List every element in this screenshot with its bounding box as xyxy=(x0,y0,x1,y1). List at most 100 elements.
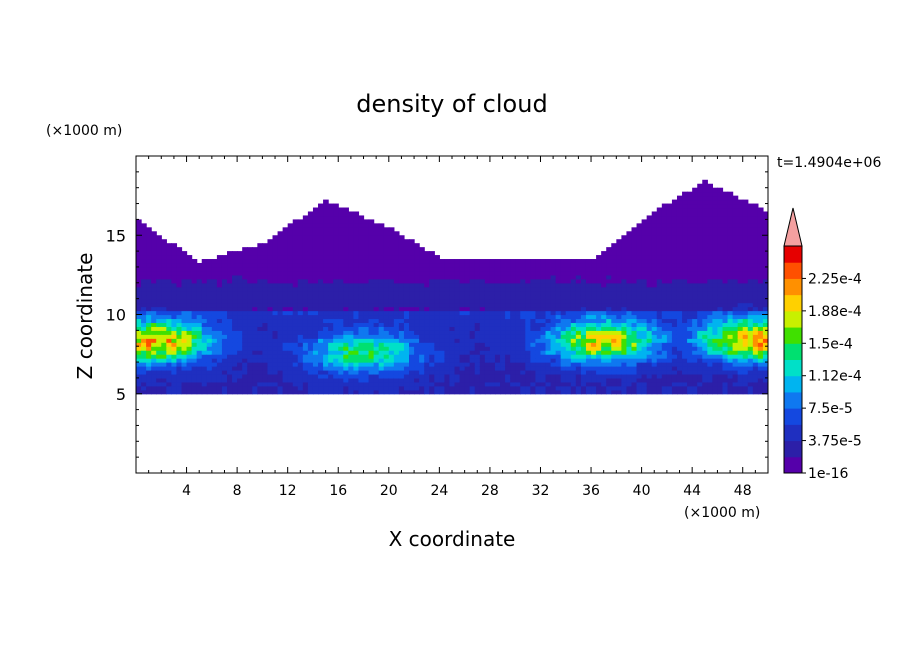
density-cell xyxy=(419,377,425,383)
density-cell xyxy=(707,251,713,256)
density-cell xyxy=(515,334,521,339)
density-cell xyxy=(712,203,719,209)
density-cell xyxy=(136,302,142,308)
density-cell xyxy=(656,350,663,355)
density-cell xyxy=(232,369,238,375)
density-cell xyxy=(565,366,572,371)
density-cell xyxy=(186,282,193,288)
density-cell xyxy=(272,270,279,276)
density-cell xyxy=(479,270,486,276)
density-cell xyxy=(742,274,749,280)
density-cell xyxy=(489,322,496,327)
density-cell xyxy=(530,354,537,359)
density-cell xyxy=(287,262,294,268)
density-cell xyxy=(671,362,678,367)
density-cell xyxy=(201,338,208,343)
density-cell xyxy=(292,262,299,268)
density-cell xyxy=(752,282,759,288)
density-cell xyxy=(489,326,496,331)
density-cell xyxy=(403,290,410,296)
density-cell xyxy=(348,318,355,324)
density-cell xyxy=(712,362,719,367)
density-cell xyxy=(641,334,648,339)
density-cell xyxy=(676,290,683,296)
density-cell xyxy=(358,330,365,335)
density-cell xyxy=(318,231,324,236)
density-cell xyxy=(439,354,446,359)
density-cell xyxy=(343,358,349,363)
density-cell xyxy=(368,259,375,264)
density-cell xyxy=(464,294,471,300)
density-cell xyxy=(383,346,390,351)
density-cell xyxy=(312,302,319,308)
density-cell xyxy=(328,310,334,316)
density-cell xyxy=(201,385,208,391)
density-cell xyxy=(611,243,617,248)
density-cell xyxy=(206,306,213,312)
density-cell xyxy=(606,270,612,276)
density-cell xyxy=(489,369,496,375)
density-cell xyxy=(186,314,193,320)
density-cell xyxy=(545,322,552,327)
density-cell xyxy=(318,354,324,359)
density-cell xyxy=(252,366,258,371)
density-cell xyxy=(712,290,719,296)
density-cell xyxy=(560,389,567,395)
density-cell xyxy=(373,338,380,343)
density-cell xyxy=(186,318,193,324)
density-cell xyxy=(398,282,405,288)
density-cell xyxy=(383,354,390,359)
density-cell xyxy=(707,207,713,213)
density-cell xyxy=(454,358,461,363)
density-cell xyxy=(257,286,263,292)
density-cell xyxy=(186,346,193,351)
density-cell xyxy=(166,354,172,359)
density-cell xyxy=(747,251,754,256)
density-cell xyxy=(500,314,506,320)
density-cell xyxy=(388,369,395,375)
density-cell xyxy=(227,385,233,391)
density-cell xyxy=(272,239,279,244)
density-cell xyxy=(697,342,703,347)
density-cell xyxy=(388,282,395,288)
density-cell xyxy=(651,251,658,256)
density-cell xyxy=(646,350,653,355)
density-cell xyxy=(702,199,708,205)
density-cell xyxy=(151,381,157,387)
density-cell xyxy=(439,369,446,375)
density-cell xyxy=(146,262,152,268)
density-cell xyxy=(702,310,708,316)
density-cell xyxy=(697,195,703,201)
density-cell xyxy=(378,369,385,375)
density-cell xyxy=(277,346,284,351)
density-cell xyxy=(343,270,349,276)
density-cell xyxy=(409,282,415,288)
density-cell xyxy=(474,381,481,387)
density-cell xyxy=(616,294,622,300)
cloud-density-field xyxy=(136,179,768,395)
density-cell xyxy=(707,330,713,335)
density-cell xyxy=(752,366,759,371)
density-cell xyxy=(575,318,582,324)
density-cell xyxy=(682,302,688,308)
density-cell xyxy=(494,334,501,339)
density-cell xyxy=(232,306,238,312)
density-cell xyxy=(707,274,713,280)
density-cell xyxy=(585,342,592,347)
density-cell xyxy=(414,334,420,339)
density-cell xyxy=(373,346,380,351)
density-cell xyxy=(318,381,324,387)
density-cell xyxy=(186,381,193,387)
density-cell xyxy=(464,262,471,268)
density-cell xyxy=(494,294,501,300)
density-cell xyxy=(292,278,299,284)
density-cell xyxy=(388,262,395,268)
density-cell xyxy=(510,274,516,280)
density-cell xyxy=(565,346,572,351)
density-cell xyxy=(338,358,344,363)
density-cell xyxy=(221,346,228,351)
density-cell xyxy=(520,342,526,347)
density-cell xyxy=(525,366,531,371)
density-cell xyxy=(626,358,633,363)
density-cell xyxy=(393,274,400,280)
